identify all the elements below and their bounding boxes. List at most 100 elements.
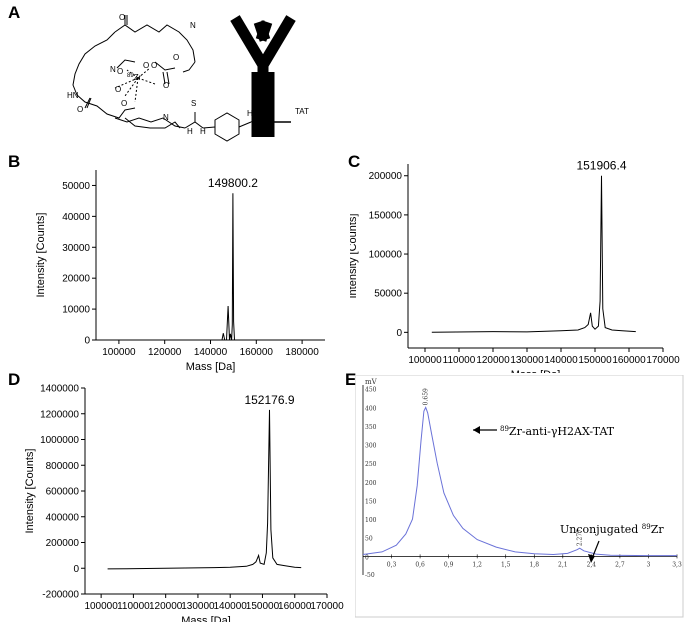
x-tick-label: 0,9	[444, 561, 454, 568]
x-tick-label: 2,7	[615, 561, 625, 568]
svg-text:H: H	[247, 109, 253, 118]
y-axis-label: Intensity [Counts]	[24, 449, 36, 534]
x-tick-label: 100000	[102, 347, 136, 358]
x-tick-label: 140000	[214, 601, 248, 612]
x-tick-label: 3	[647, 561, 651, 568]
x-tick-label: 2,1	[558, 561, 568, 568]
x-tick-label: 100000	[408, 355, 442, 366]
x-tick-label: 120000	[149, 601, 183, 612]
x-tick-label: 180000	[285, 347, 319, 358]
y-tick-label: 100000	[369, 250, 403, 261]
x-tick-label: 1,2	[472, 561, 482, 568]
y-tick-label: 0	[365, 554, 369, 561]
y-tick-label: 10000	[62, 305, 90, 316]
svg-text:N: N	[190, 21, 196, 30]
y-tick-label: 150	[365, 498, 377, 505]
panel-label-d: D	[8, 370, 21, 389]
y-tick-label: 40000	[62, 212, 90, 223]
x-tick-label: 100000	[84, 601, 118, 612]
svg-text:O: O	[115, 85, 121, 94]
y-tick-label: 1000000	[40, 435, 79, 446]
peak-mass-label: 149800.2	[208, 176, 258, 190]
y-tick-label: 0	[73, 564, 79, 575]
svg-text:HN: HN	[67, 91, 79, 100]
y-tick-label: -200000	[42, 590, 79, 601]
panel-label-e: E	[345, 370, 357, 389]
svg-text:O: O	[77, 105, 83, 114]
antibody-icon	[230, 15, 296, 137]
y-tick-label: 30000	[62, 243, 90, 254]
svg-text:O: O	[117, 67, 123, 76]
svg-text:O: O	[151, 61, 157, 70]
x-tick-label: 3,3	[672, 561, 682, 568]
x-tick-label: 1,8	[529, 561, 539, 568]
arrow-head-icon	[473, 426, 480, 434]
y-tick-label: 0	[84, 336, 90, 347]
chelator-structure-diagram: O N O O O HN O O O O O S H H S H H N N 8…	[67, 13, 309, 142]
panel-label-c: C	[348, 152, 361, 171]
tat-label: TAT	[295, 107, 309, 116]
spectrum-line	[431, 175, 636, 333]
plot-frame	[355, 375, 684, 618]
chromatogram-line	[362, 406, 677, 557]
x-tick-label: 170000	[646, 355, 680, 366]
x-tick-label: 150000	[246, 601, 280, 612]
y-tick-label: -50	[365, 572, 375, 579]
y-tick-label: 50000	[374, 289, 402, 300]
y-tick-label: 150000	[369, 210, 403, 221]
y-tick-label: 100	[365, 517, 377, 524]
y-tick-label: 200	[365, 480, 377, 487]
x-axis-label: Mass [Da]	[186, 361, 236, 373]
y-tick-label: 50	[365, 536, 373, 543]
svg-text:O: O	[143, 61, 149, 70]
y-axis-label: Intensity [Counts]	[35, 213, 47, 298]
x-tick-label: 120000	[476, 355, 510, 366]
unconjugated-annotation: Unconjugated 89Zr	[560, 523, 664, 536]
x-tick-label: 130000	[181, 601, 215, 612]
x-tick-label: 0,6	[415, 561, 425, 568]
y-tick-label: 1400000	[40, 384, 79, 395]
peak-mass-label: 152176.9	[244, 393, 294, 407]
chart-d: -200000 0 200000 400000 600000 800000 1000000 1…	[24, 384, 344, 623]
peak-retention-label: 2.277	[577, 529, 584, 546]
y-tick-label: 800000	[46, 461, 80, 472]
peak-mass-label: 151906.4	[576, 159, 626, 173]
peak-retention-label: 0.659	[423, 388, 430, 405]
chart-e: mV 0 50 100 150 200 250 300 350 400 450 -50 0,3 0,6 0,…	[355, 375, 684, 618]
x-tick-label: 150000	[578, 355, 612, 366]
y-tick-label: 350	[365, 424, 377, 431]
y-tick-label: 200000	[369, 171, 403, 182]
y-tick-label: 400	[365, 405, 377, 412]
x-tick-label: 2,4	[587, 561, 597, 568]
svg-text:O: O	[119, 13, 125, 22]
chart-b: 0 10000 20000 30000 40000 50000 100000 120000 14…	[35, 170, 325, 373]
y-tick-label: 50000	[62, 181, 90, 192]
svg-text:N: N	[110, 65, 116, 74]
y-axis-label: Intensity [Counts]	[350, 214, 359, 299]
svg-text:O: O	[121, 99, 127, 108]
y-tick-label: 1200000	[40, 409, 79, 420]
y-tick-label: 0	[396, 328, 402, 339]
arrow-head-icon	[588, 554, 595, 563]
svg-text:89Zr: 89Zr	[127, 73, 142, 82]
y-tick-label: 200000	[46, 538, 80, 549]
x-tick-label: 160000	[240, 347, 274, 358]
y-tick-label: 400000	[46, 512, 80, 523]
x-tick-label: 160000	[612, 355, 646, 366]
spectrum-line	[118, 193, 303, 341]
svg-text:S: S	[191, 99, 196, 108]
main-peak-annotation: 89Zr-anti-γH2AX-TAT	[500, 425, 615, 438]
y-tick-label: 300	[365, 443, 377, 450]
x-tick-label: 140000	[194, 347, 228, 358]
x-tick-label: 1,5	[501, 561, 511, 568]
svg-text:O: O	[173, 53, 179, 62]
spectrum-line	[107, 409, 302, 570]
x-tick-label: 170000	[310, 601, 344, 612]
x-tick-label: 140000	[544, 355, 578, 366]
x-tick-label: 110000	[117, 601, 150, 612]
unit-label: mV	[365, 378, 378, 386]
svg-text:N: N	[163, 113, 169, 122]
y-tick-label: 600000	[46, 487, 80, 498]
panel-label-a: A	[8, 3, 21, 22]
